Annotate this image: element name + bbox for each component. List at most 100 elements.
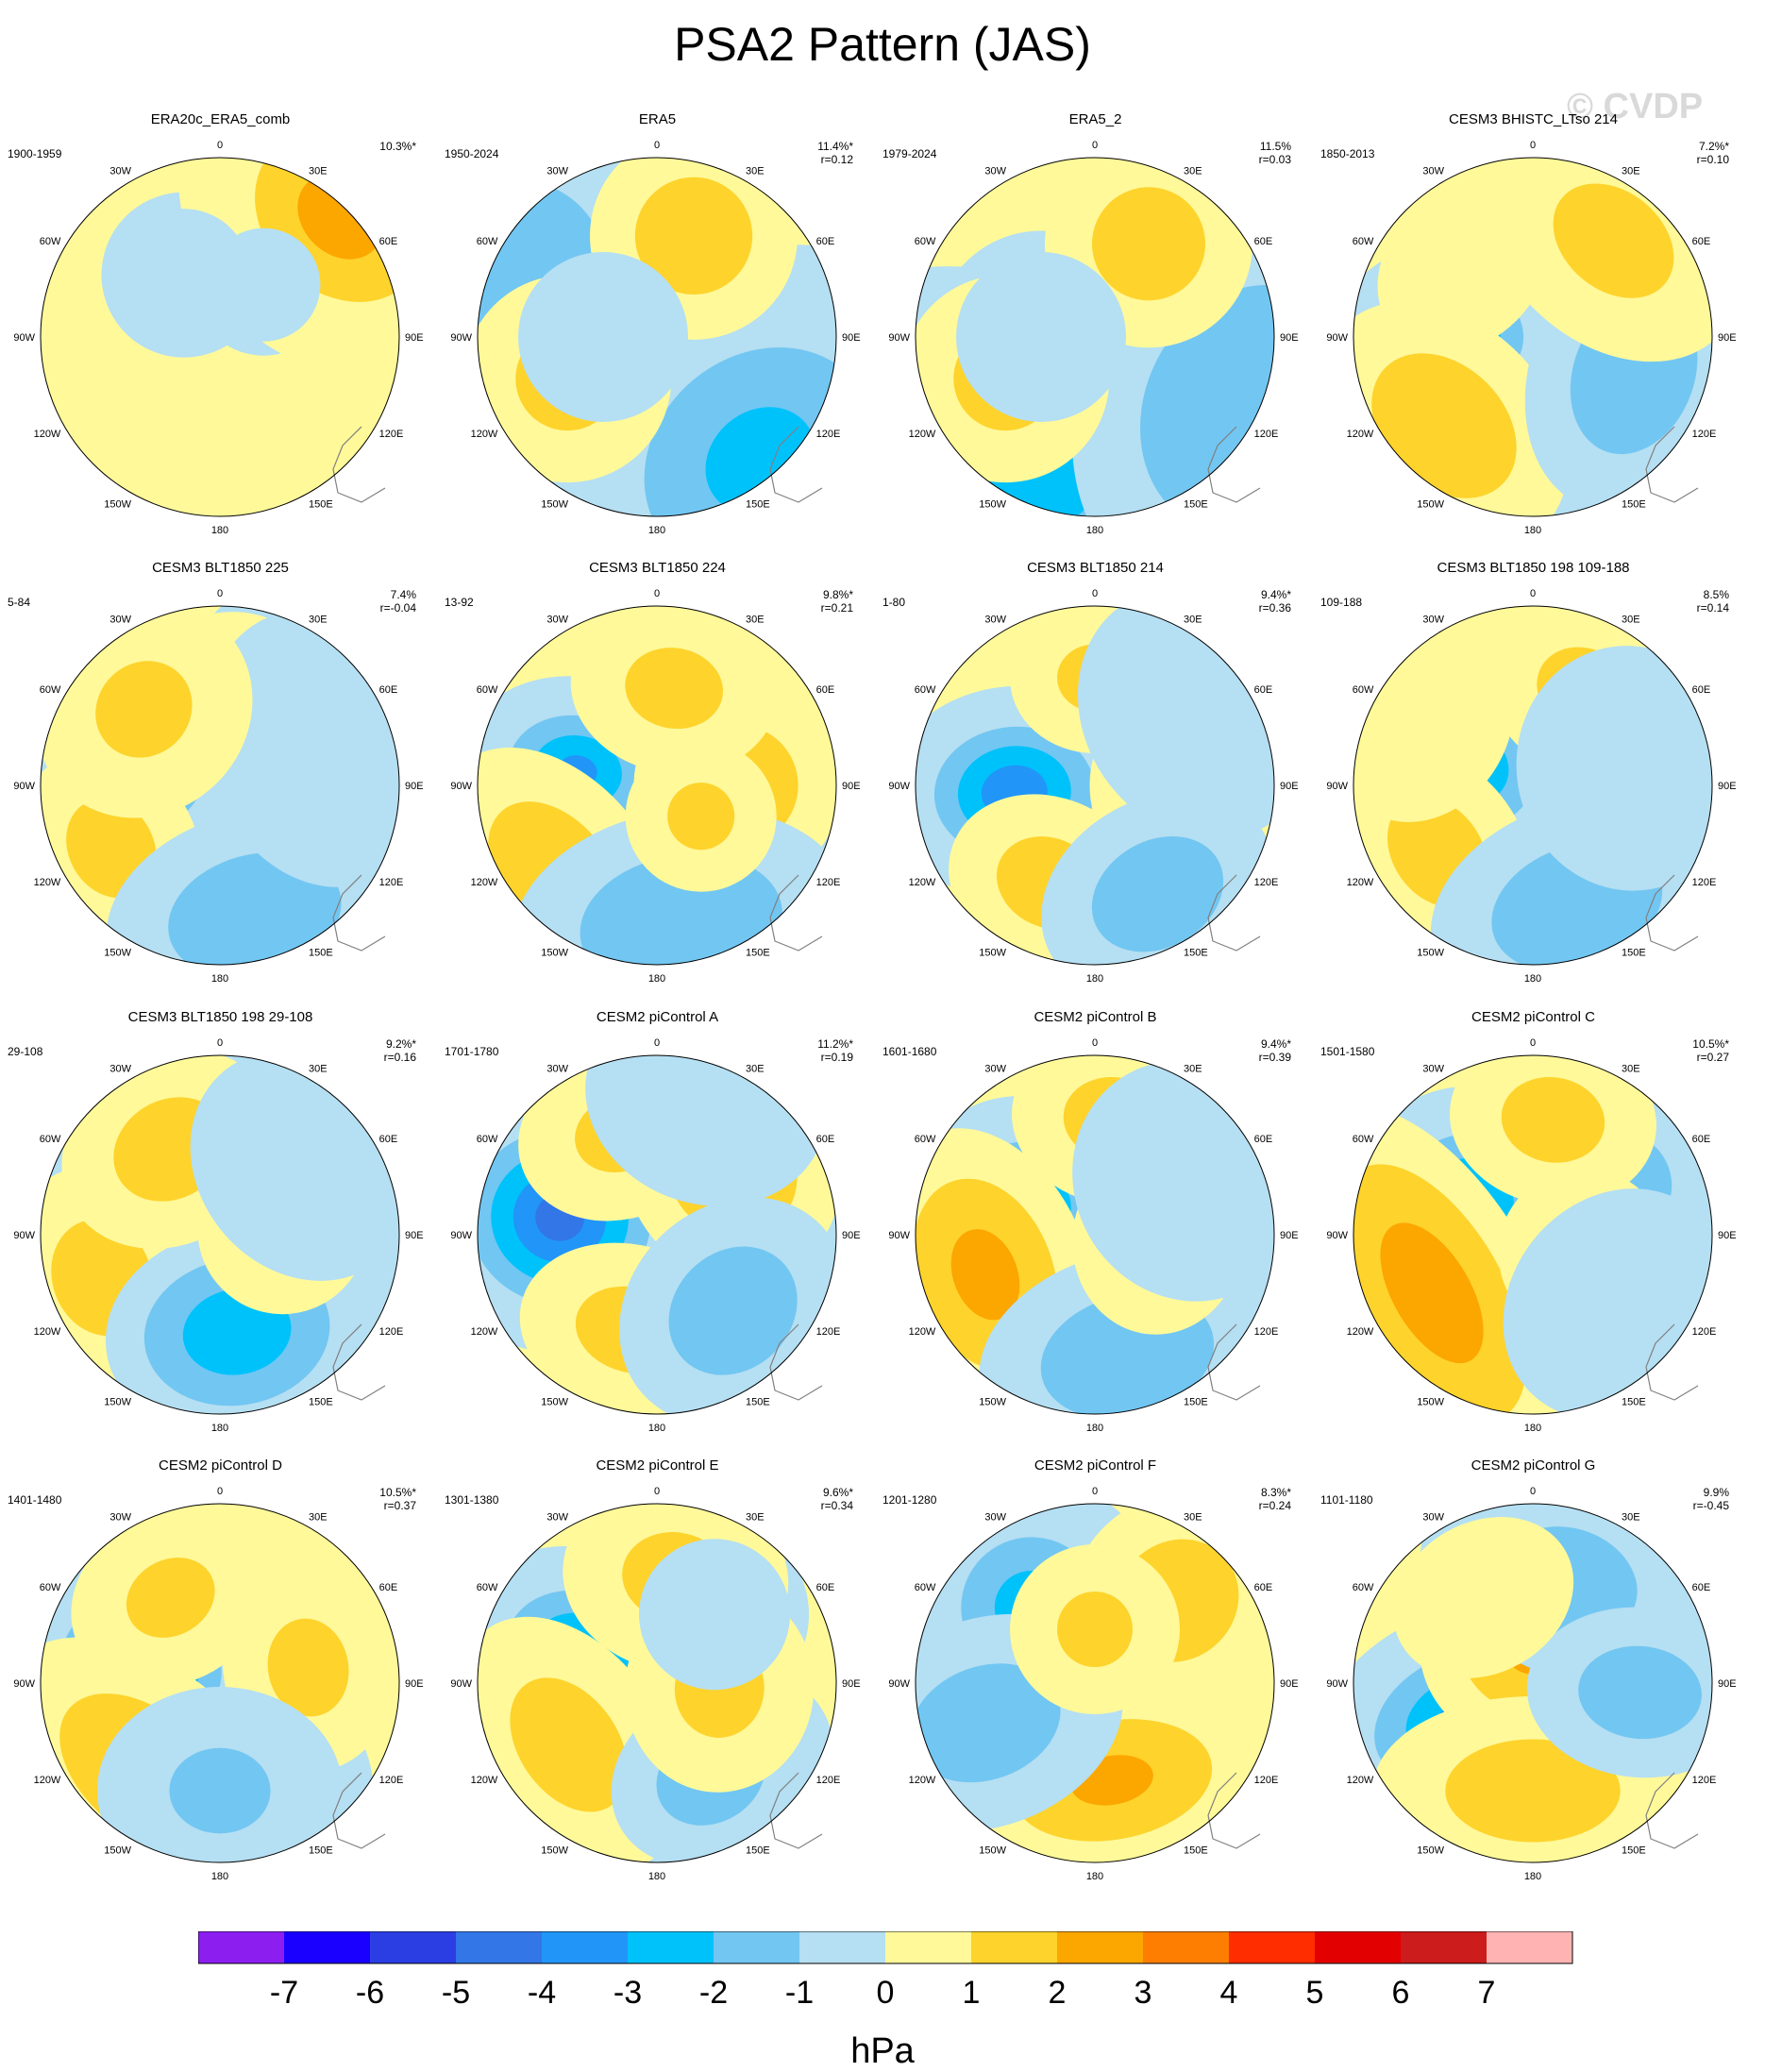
longitude-label: 150W (979, 948, 1006, 959)
colorbar-tick-label: -4 (528, 1975, 556, 2011)
polar-map: 0 30E 60E 90E 120E 150E 180 150W 120W 90W 60W 30W (13, 140, 423, 536)
longitude-label: 30E (746, 1511, 765, 1523)
longitude-label: 90E (842, 1678, 861, 1690)
longitude-label: 180 (1524, 973, 1541, 985)
longitude-label: 180 (648, 973, 665, 985)
polar-map: 0 30E 60E 90E 120E 150E 180 150W 120W 90W 60W 30W (450, 140, 860, 536)
panel-period: 29-108 (8, 1045, 43, 1058)
panel-variance-pct: 10.3%* (379, 140, 416, 153)
longitude-label: 120E (1692, 429, 1717, 440)
map-panel: CESM3 BLT1850 198 109-188 109-188 8.5% r=0.… (1313, 560, 1754, 1008)
longitude-label: 150E (309, 1397, 333, 1408)
colorbar-tick-label: -1 (785, 1975, 814, 2011)
longitude-label: 150E (746, 948, 770, 959)
longitude-label: 0 (217, 140, 223, 151)
longitude-label: 120E (1692, 1326, 1717, 1338)
longitude-label: 150W (104, 1397, 131, 1408)
longitude-label: 90W (1326, 332, 1348, 344)
contour-level (1371, 353, 1517, 498)
contour-field (916, 1504, 1274, 1862)
panel-period: 1-80 (882, 596, 906, 609)
longitude-label: 30E (1184, 165, 1202, 177)
contour-level (1445, 1739, 1621, 1843)
longitude-label: 0 (1530, 140, 1536, 151)
panel-title: CESM2 piControl G (1471, 1457, 1596, 1474)
colorbar-swatch (1315, 1931, 1401, 1963)
panel-title: ERA20c_ERA5_comb (150, 111, 291, 127)
contour-field (1353, 158, 1712, 516)
panel-title: CESM3 BLT1850 225 (152, 560, 289, 576)
contour-field (478, 158, 836, 516)
panel-variance-pct: 9.8%* (822, 588, 853, 601)
longitude-label: 0 (1092, 1486, 1098, 1497)
panel-period: 1850-2013 (1320, 147, 1375, 160)
longitude-label: 120E (379, 877, 404, 888)
longitude-label: 150W (541, 1845, 568, 1857)
longitude-label: 30E (309, 1063, 328, 1074)
contour-level (126, 1558, 215, 1638)
cvdp-watermark: © CVDP (1567, 87, 1704, 126)
longitude-label: 150W (1417, 948, 1444, 959)
longitude-label: 0 (217, 588, 223, 599)
contour-level (625, 648, 723, 730)
longitude-label: 60W (1353, 684, 1374, 696)
coastlines (1207, 426, 1261, 503)
polar-map: 0 30E 60E 90E 120E 150E 180 150W 120W 90W 60W 30W (450, 1486, 861, 1882)
panel-period: 1201-1280 (882, 1493, 937, 1507)
longitude-label: 150E (1622, 1845, 1646, 1857)
longitude-label: 120W (34, 1326, 61, 1338)
longitude-label: 90W (1326, 781, 1348, 792)
panel-title: CESM2 piControl F (1034, 1457, 1157, 1474)
longitude-label: 180 (648, 525, 665, 536)
colorbar-tick-label: 6 (1392, 1975, 1410, 2011)
longitude-label: 180 (1086, 973, 1103, 985)
colorbar-swatch (799, 1931, 885, 1963)
longitude-label: 90E (842, 781, 861, 792)
longitude-label: 120E (379, 1326, 404, 1338)
longitude-label: 120E (816, 877, 841, 888)
contour-field (478, 606, 836, 965)
polar-map: 0 30E 60E 90E 120E 150E 180 150W 120W 90W 60W 30W (13, 588, 423, 985)
panel-pattern-corr: r=0.03 (1258, 153, 1291, 166)
contour-level (1057, 1592, 1133, 1667)
longitude-label: 60E (1254, 1134, 1273, 1145)
longitude-label: 90E (842, 1230, 861, 1241)
contour-level (1393, 1517, 1574, 1678)
longitude-label: 30W (984, 614, 1006, 625)
panel-variance-pct: 8.3%* (1260, 1486, 1291, 1499)
colorbar-tick-label: -6 (356, 1975, 384, 2011)
contour-field (478, 1055, 836, 1414)
longitude-label: 30W (546, 165, 568, 177)
coastlines (1645, 1772, 1699, 1849)
map-panel: CESM3 BLT1850 214 1-80 9.4%* r=0.36 0 30E 60E 9… (875, 560, 1316, 1008)
longitude-label: 60E (1692, 1134, 1711, 1145)
longitude-label: 90W (888, 781, 910, 792)
longitude-label: 120W (471, 429, 498, 440)
longitude-label: 90E (1280, 1230, 1299, 1241)
longitude-label: 30E (1184, 1511, 1202, 1523)
map-panel: CESM2 piControl C 1501-1580 10.5%* r=0.27 0 3… (1313, 1009, 1754, 1457)
longitude-label: 0 (1530, 588, 1536, 599)
longitude-label: 30E (309, 1511, 328, 1523)
longitude-label: 150E (1184, 948, 1208, 959)
coastlines (1207, 1772, 1261, 1849)
longitude-label: 90W (1326, 1678, 1348, 1690)
panel-variance-pct: 9.9% (1703, 1486, 1729, 1499)
longitude-label: 60W (1353, 1134, 1374, 1145)
longitude-label: 60E (379, 1582, 398, 1593)
polar-map: 0 30E 60E 90E 120E 150E 180 150W 120W 90W 60W 30W (888, 588, 1298, 985)
longitude-label: 90W (888, 332, 910, 344)
polar-map: 0 30E 60E 90E 120E 150E 180 150W 120W 90W 60W 30W (450, 1037, 861, 1434)
longitude-label: 90W (450, 332, 472, 344)
longitude-label: 120W (34, 429, 61, 440)
longitude-label: 90W (13, 332, 35, 344)
longitude-label: 150E (1622, 499, 1646, 511)
coastlines (1645, 874, 1699, 952)
longitude-label: 60E (816, 1582, 835, 1593)
longitude-label: 60E (1692, 236, 1711, 247)
colorbar-tick-label: 3 (1135, 1975, 1152, 2011)
longitude-label: 120E (379, 1775, 404, 1786)
panel-title: ERA5_2 (1068, 111, 1122, 127)
longitude-label: 150E (746, 1397, 770, 1408)
longitude-label: 150W (1417, 1397, 1444, 1408)
